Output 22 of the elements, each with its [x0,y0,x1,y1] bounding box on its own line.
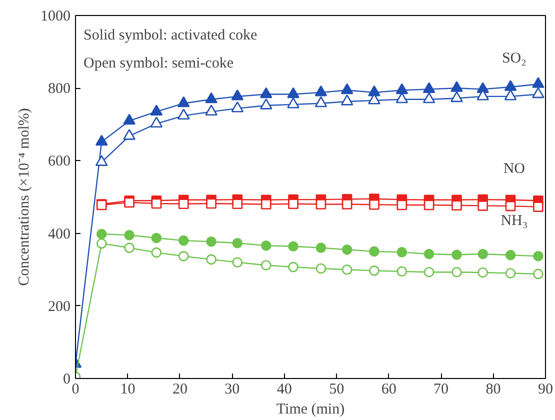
annotation: Solid symbol: activated coke [84,28,258,44]
x-tick-label: 10 [120,382,136,398]
annotation: SO₂ [502,50,526,66]
y-tick-label: 600 [48,154,70,170]
y-axis-title: Concentrations (×10⁻⁴ mol%) [16,108,32,286]
x-axis-title: Time (min) [276,402,345,418]
x-tick-label: 30 [224,382,240,398]
x-tick-label: 60 [381,382,396,398]
annotation: NO [503,161,526,178]
x-tick-label: 80 [486,382,501,398]
y-tick-label: 1000 [40,8,70,24]
y-tick-label: 400 [48,226,70,242]
x-tick-label: 70 [434,382,449,398]
y-tick-label: 0 [63,372,70,388]
x-tick-label: 50 [329,382,344,398]
annotation: Open symbol: semi-coke [84,56,234,72]
y-tick-label: 800 [48,81,70,98]
annotation: NH₃ [500,212,528,229]
x-tick-label: 40 [276,382,292,398]
y-tick-label: 200 [48,298,70,315]
x-tick-label: 90 [538,382,553,398]
x-tick-label: 20 [172,382,188,398]
